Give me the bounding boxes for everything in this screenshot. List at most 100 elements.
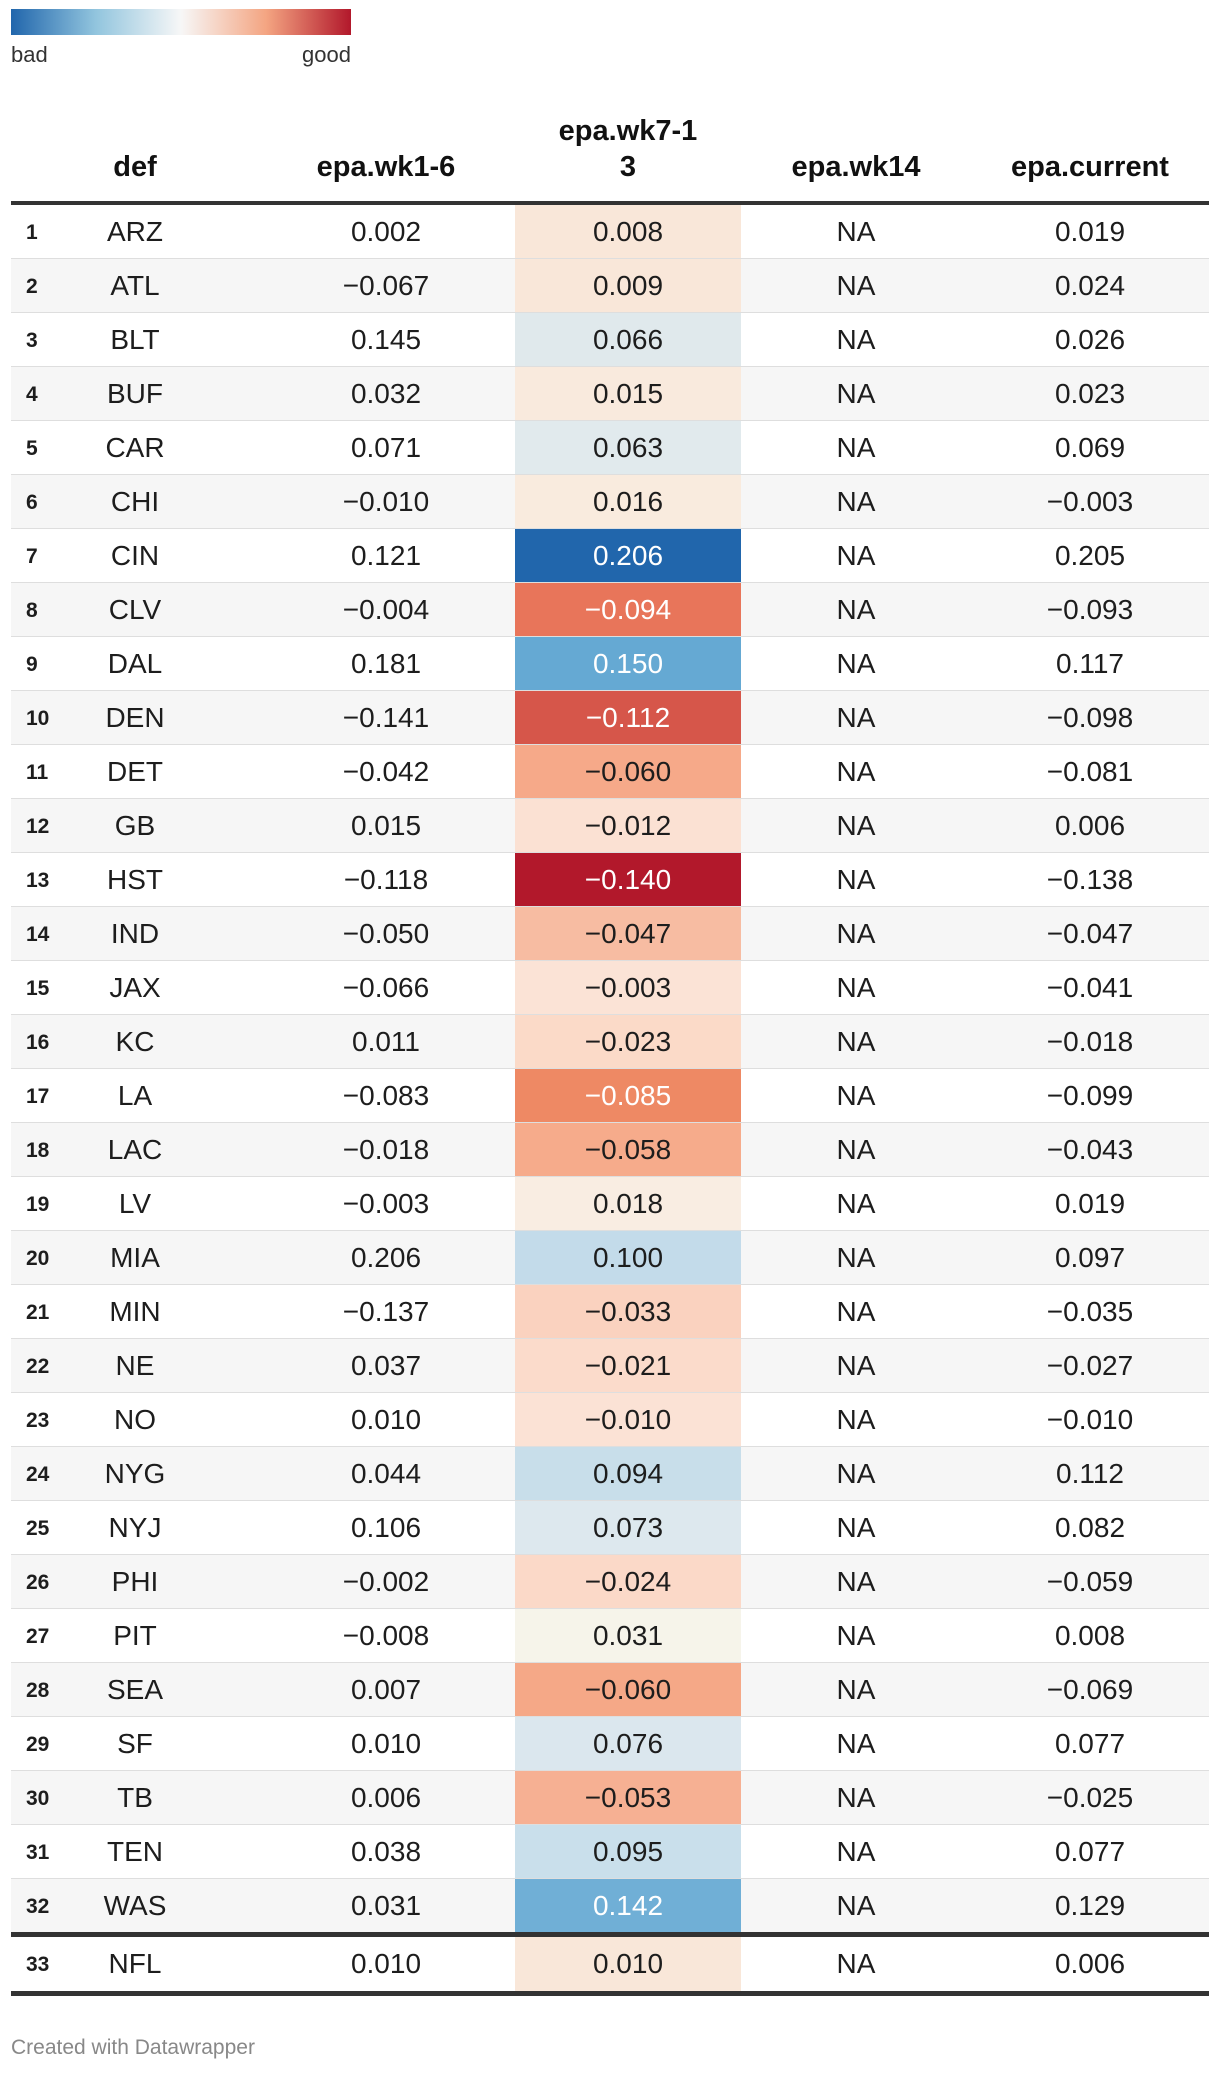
epa-wk1-6-cell: 0.002: [350, 215, 422, 247]
rank-cell: 5: [26, 437, 38, 460]
epa-wk7-13-heat-cell: 0.031: [515, 1608, 741, 1663]
epa-wk1-6-cell: −0.067: [342, 269, 430, 301]
table-row: 24 NYG 0.044 0.094 NA 0.112: [11, 1446, 1209, 1501]
column-header-epa-wk7-13-label: epa.wk7-13: [558, 115, 698, 183]
epa-current-cell: 0.097: [1054, 1241, 1126, 1273]
table-row: 3 BLT 0.145 0.066 NA 0.026: [11, 312, 1209, 367]
rank-cell: 16: [26, 1031, 50, 1054]
epa-wk7-13-heat-cell: −0.003: [515, 960, 741, 1015]
table-row: 16 KC 0.011 −0.023 NA −0.018: [11, 1014, 1209, 1069]
table-row: 12 GB 0.015 −0.012 NA 0.006: [11, 798, 1209, 853]
rank-column-header: [11, 113, 73, 203]
rank-cell: 32: [26, 1895, 50, 1918]
epa-wk1-6-cell: −0.018: [342, 1133, 430, 1165]
epa-wk1-6-cell: 0.010: [350, 1948, 422, 1979]
epa-wk7-13-heat-cell: −0.112: [515, 690, 741, 745]
epa-wk7-13-heat-cell: −0.060: [515, 1662, 741, 1717]
rank-cell: 2: [26, 275, 38, 298]
epa-wk7-13-heat-cell: −0.094: [515, 582, 741, 637]
team-cell: PIT: [113, 1619, 157, 1651]
table-row: 19 LV −0.003 0.018 NA 0.019: [11, 1176, 1209, 1231]
epa-wk1-6-cell: −0.118: [343, 863, 429, 895]
table-row: 10 DEN −0.141 −0.112 NA −0.098: [11, 690, 1209, 745]
epa-wk1-6-cell: −0.002: [342, 1565, 430, 1597]
epa-wk14-cell: NA: [836, 1295, 876, 1327]
epa-wk7-13-heat-cell: −0.085: [515, 1068, 741, 1123]
epa-wk14-cell: NA: [836, 1079, 876, 1111]
epa-current-cell: 0.117: [1056, 647, 1124, 679]
rank-cell: 21: [26, 1301, 50, 1324]
table-row: 9 DAL 0.181 0.150 NA 0.117: [11, 636, 1209, 691]
table-row: 11 DET −0.042 −0.060 NA −0.081: [11, 744, 1209, 799]
epa-wk14-cell: NA: [836, 971, 876, 1003]
epa-wk1-6-cell: 0.031: [350, 1889, 422, 1921]
team-cell: ATL: [110, 269, 160, 301]
epa-wk7-13-heat-cell: 0.066: [515, 312, 741, 367]
table-row: 32 WAS 0.031 0.142 NA 0.129: [11, 1878, 1209, 1935]
epa-wk1-6-cell: 0.106: [350, 1511, 422, 1543]
epa-current-cell: −0.081: [1046, 755, 1134, 787]
epa-wk1-6-cell: 0.145: [350, 323, 422, 355]
rank-cell: 12: [26, 815, 50, 838]
epa-wk1-6-cell: −0.066: [342, 971, 430, 1003]
table-row: 17 LA −0.083 −0.085 NA −0.099: [11, 1068, 1209, 1123]
table-row: 14 IND −0.050 −0.047 NA −0.047: [11, 906, 1209, 961]
epa-wk1-6-cell: 0.071: [350, 431, 422, 463]
table-row: 22 NE 0.037 −0.021 NA −0.027: [11, 1338, 1209, 1393]
table-row: 21 MIN −0.137 −0.033 NA −0.035: [11, 1284, 1209, 1339]
team-cell: LV: [118, 1187, 152, 1219]
epa-current-cell: −0.099: [1046, 1079, 1134, 1111]
table-row: 30 TB 0.006 −0.053 NA −0.025: [11, 1770, 1209, 1825]
rank-cell: 10: [26, 707, 50, 730]
table-row: 8 CLV −0.004 −0.094 NA −0.093: [11, 582, 1209, 637]
epa-wk14-cell: NA: [836, 1781, 876, 1813]
team-cell: LAC: [107, 1133, 163, 1165]
epa-wk1-6-cell: −0.003: [342, 1187, 430, 1219]
table-row: 1 ARZ 0.002 0.008 NA 0.019: [11, 203, 1209, 259]
epa-wk7-13-heat-cell: 0.206: [515, 528, 741, 583]
rank-cell: 22: [26, 1355, 50, 1378]
legend-gradient-bar: [11, 9, 351, 35]
epa-current-cell: 0.026: [1054, 323, 1126, 355]
team-cell: BLT: [110, 323, 160, 355]
epa-wk1-6-cell: −0.141: [342, 701, 430, 733]
table-row: 23 NO 0.010 −0.010 NA −0.010: [11, 1392, 1209, 1447]
rank-cell: 11: [26, 761, 49, 784]
team-cell: JAX: [109, 971, 161, 1003]
epa-wk7-13-heat-cell: −0.021: [515, 1338, 741, 1393]
epa-wk7-13-heat-cell: −0.023: [515, 1014, 741, 1069]
epa-wk14-cell: NA: [836, 1565, 876, 1597]
rank-cell: 28: [26, 1679, 50, 1702]
table-row: 15 JAX −0.066 −0.003 NA −0.041: [11, 960, 1209, 1015]
team-cell: PHI: [111, 1565, 159, 1597]
header-row: def epa.wk1-6 epa.wk7-13 epa.wk14 epa.cu…: [11, 113, 1209, 203]
rank-cell: 31: [26, 1841, 50, 1864]
epa-wk7-13-heat-cell: −0.058: [515, 1122, 741, 1177]
table-row: 7 CIN 0.121 0.206 NA 0.205: [11, 528, 1209, 583]
legend-high-label: good: [302, 42, 351, 67]
epa-wk14-cell: NA: [836, 1727, 876, 1759]
epa-wk7-13-heat-cell: 0.016: [515, 474, 741, 529]
epa-wk1-6-cell: −0.137: [342, 1295, 430, 1327]
column-header-epa-wk14: epa.wk14: [791, 151, 921, 183]
epa-wk14-cell: NA: [836, 593, 876, 625]
rank-cell: 20: [26, 1247, 50, 1270]
epa-current-cell: 0.077: [1054, 1727, 1126, 1759]
epa-current-cell: 0.019: [1054, 215, 1126, 247]
rank-cell: 30: [26, 1787, 50, 1810]
team-cell: DAL: [107, 647, 163, 679]
epa-wk1-6-cell: 0.037: [350, 1349, 422, 1381]
epa-wk14-cell: NA: [836, 215, 876, 247]
epa-wk1-6-cell: −0.010: [342, 485, 430, 517]
epa-wk7-13-heat-cell: −0.140: [515, 852, 741, 907]
team-cell: TB: [117, 1781, 153, 1813]
epa-wk1-6-cell: 0.010: [350, 1727, 422, 1759]
legend-low-label: bad: [11, 42, 48, 67]
column-header-epa-wk1-6: epa.wk1-6: [316, 151, 456, 183]
epa-wk1-6-cell: −0.083: [342, 1079, 430, 1111]
epa-wk1-6-cell: 0.006: [350, 1781, 422, 1813]
rank-cell: 26: [26, 1571, 50, 1594]
epa-wk7-13-heat-cell: 0.063: [515, 420, 741, 475]
table-row: 27 PIT −0.008 0.031 NA 0.008: [11, 1608, 1209, 1663]
rank-cell: 27: [26, 1625, 50, 1648]
